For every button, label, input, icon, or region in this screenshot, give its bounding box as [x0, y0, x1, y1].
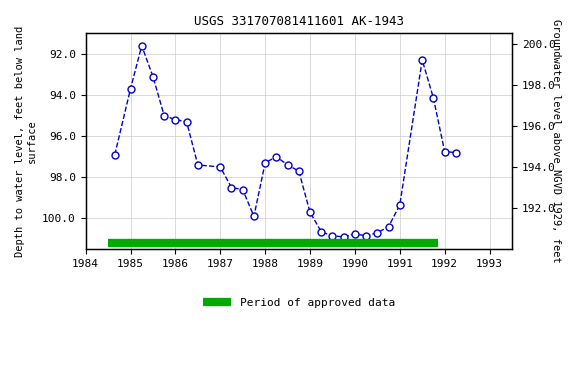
Y-axis label: Depth to water level, feet below land
surface: Depth to water level, feet below land su… — [15, 26, 37, 257]
Y-axis label: Groundwater level above NGVD 1929, feet: Groundwater level above NGVD 1929, feet — [551, 20, 561, 263]
Title: USGS 331707081411601 AK-1943: USGS 331707081411601 AK-1943 — [194, 15, 404, 28]
Legend: Period of approved data: Period of approved data — [198, 294, 399, 313]
